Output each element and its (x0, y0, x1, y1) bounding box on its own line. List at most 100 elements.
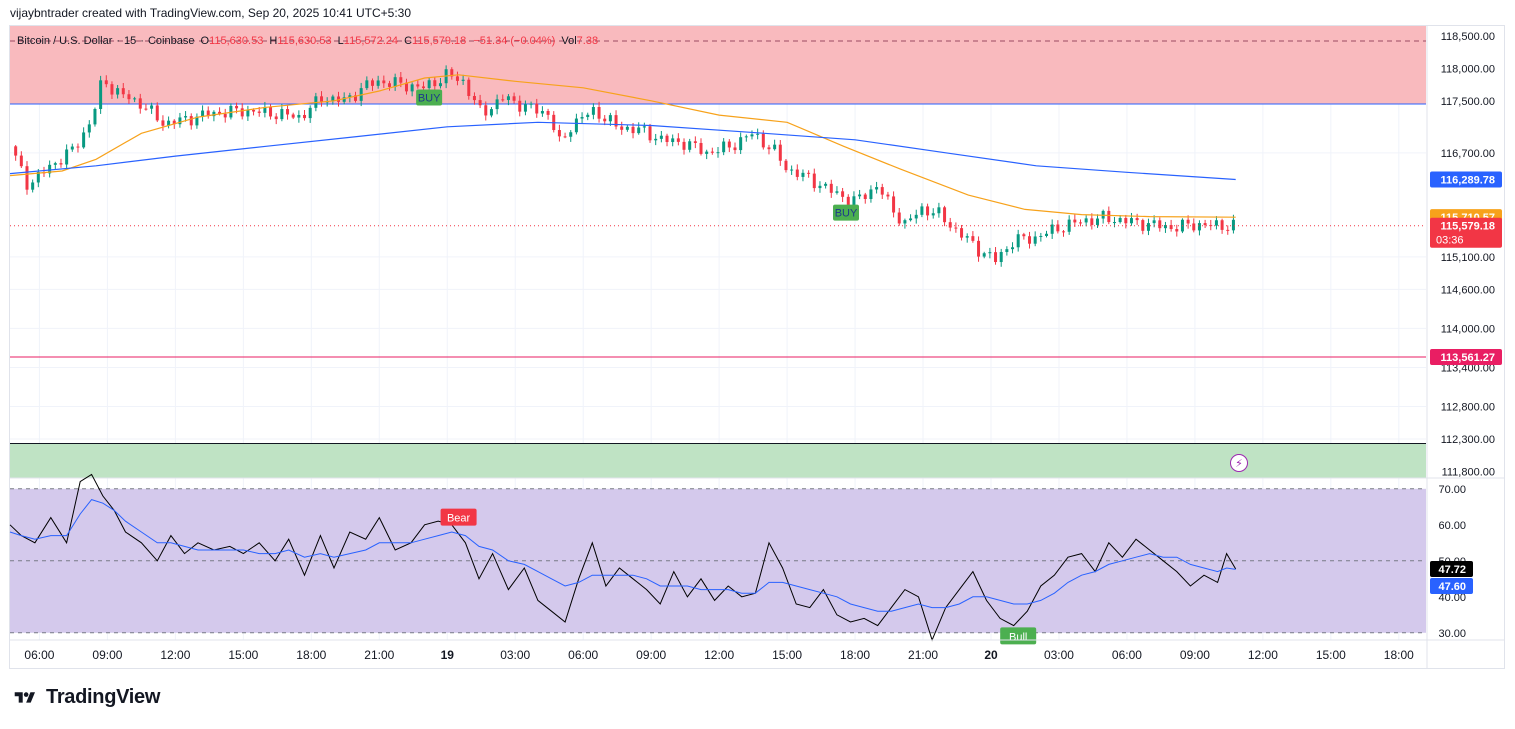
candle-body (790, 169, 794, 171)
candle-body (280, 109, 284, 120)
candle-body (727, 141, 731, 148)
candle-body (1090, 218, 1094, 225)
candle-body (399, 77, 403, 83)
candle-body (291, 114, 295, 118)
support-zone (10, 443, 1426, 478)
candle-body (138, 98, 142, 109)
time-axis-tick: 15:00 (228, 648, 258, 662)
time-axis-tick: 12:00 (1248, 648, 1278, 662)
candle-body (1045, 233, 1049, 236)
chart-frame[interactable] (9, 25, 1505, 669)
candle-body (87, 124, 91, 133)
candle-body (308, 107, 312, 119)
candle-body (404, 82, 408, 92)
time-axis-tick: 03:00 (500, 648, 530, 662)
candle-body (1158, 220, 1162, 229)
candle-body (529, 103, 533, 105)
candle-body (393, 77, 397, 87)
candle-body (954, 227, 958, 229)
candle-body (659, 135, 663, 139)
candle-body (574, 118, 578, 133)
price-axis-tick: 115,100.00 (1441, 252, 1495, 264)
candle-body (625, 126, 629, 130)
candle-body (1129, 218, 1133, 224)
rsi-value-tag-text: 47.72 (1438, 564, 1466, 576)
symbol-legend[interactable]: Bitcoin / U.S. Dollar · 15 · Coinbase O115,6… (17, 35, 599, 47)
candle-body (218, 111, 222, 114)
candle-body (93, 108, 97, 125)
candle-body (829, 183, 833, 193)
tradingview-logo[interactable]: TradingView (10, 686, 160, 709)
candle-body (637, 127, 641, 134)
candle-body (155, 105, 159, 121)
candle-body (523, 104, 527, 112)
candle-body (365, 80, 369, 89)
candle-body (82, 132, 86, 148)
candle-body (489, 109, 493, 116)
candle-body (716, 152, 720, 154)
candle-body (1163, 225, 1167, 229)
candle-body (506, 96, 510, 101)
candle-body (1146, 223, 1150, 231)
time-axis-tick: 03:00 (1044, 648, 1074, 662)
candle-body (19, 155, 23, 167)
chart-credit: vijaybntrader created with TradingView.c… (10, 6, 412, 20)
candle-body (246, 109, 250, 117)
candle-body (886, 194, 890, 197)
candle-body (263, 106, 267, 113)
candle-body (665, 135, 669, 143)
candle-body (1028, 236, 1032, 244)
candle-body (982, 253, 986, 257)
buy-signal-marker (416, 89, 443, 106)
candle-body (501, 99, 505, 101)
candle-body (99, 80, 103, 109)
candle-body (569, 132, 573, 137)
candle-body (722, 141, 726, 153)
candle-body (948, 222, 952, 228)
time-axis-tick: 12:00 (160, 648, 190, 662)
candle-body (875, 187, 879, 190)
candle-body (1067, 219, 1071, 232)
candle-body (110, 84, 114, 95)
candle-body (1022, 234, 1026, 237)
candle-body (1214, 220, 1218, 226)
candle-body (433, 80, 437, 87)
candle-body (116, 88, 120, 95)
time-axis-tick: 06:00 (1112, 648, 1142, 662)
lightning-icon[interactable]: ⚡ (1230, 454, 1248, 472)
candle-body (201, 110, 205, 117)
candle-body (1169, 225, 1173, 230)
candle-body (36, 171, 40, 183)
rsi-axis-tick: 30.00 (1438, 628, 1466, 640)
candle-body (756, 133, 760, 135)
candle-body (184, 116, 188, 118)
time-axis-tick: 12:00 (704, 648, 734, 662)
candle-body (778, 144, 782, 161)
candle-body (591, 106, 595, 115)
candle-body (608, 115, 612, 122)
candle-body (705, 151, 709, 154)
candle-body (269, 106, 273, 117)
candle-body (1056, 224, 1060, 232)
candle-body (1226, 229, 1230, 231)
legend-volume: 7.38 (576, 35, 599, 47)
candle-body (841, 191, 845, 197)
candle-body (387, 83, 391, 87)
candle-body (671, 138, 675, 143)
ema-fast-line (9, 74, 1236, 218)
current-price-tag-countdown: 03:36 (1436, 235, 1464, 247)
candle-body (994, 252, 998, 263)
candle-body (869, 189, 873, 200)
bull-signal-label: Bull (1009, 631, 1027, 643)
candle-body (557, 130, 561, 137)
candle-body (1062, 231, 1066, 233)
candle-body (370, 80, 374, 86)
candle-body (342, 97, 346, 102)
time-axis-tick: 19 (441, 648, 455, 662)
candle-body (121, 88, 125, 95)
legend-exchange: Coinbase (147, 35, 195, 47)
candle-body (540, 111, 544, 114)
current-price-tag-text: 115,579.18 (1441, 221, 1495, 233)
candle-body (937, 207, 941, 214)
